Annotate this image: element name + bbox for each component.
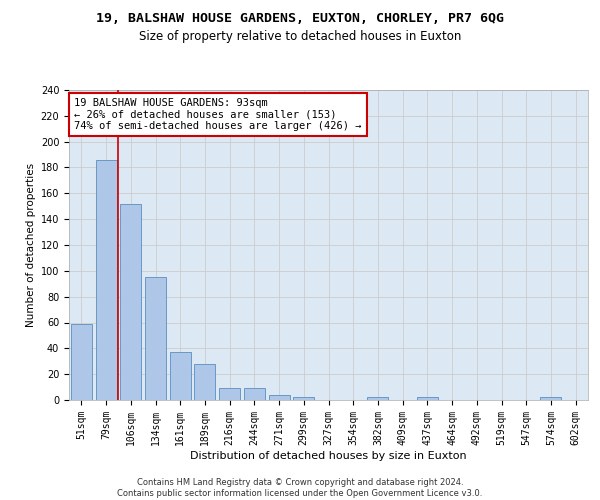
Bar: [417, 398, 438, 400]
Bar: [120, 204, 141, 400]
Bar: [194, 364, 215, 400]
Bar: [244, 388, 265, 400]
Bar: [293, 398, 314, 400]
Bar: [367, 398, 388, 400]
Text: Size of property relative to detached houses in Euxton: Size of property relative to detached ho…: [139, 30, 461, 43]
Text: 19 BALSHAW HOUSE GARDENS: 93sqm
← 26% of detached houses are smaller (153)
74% o: 19 BALSHAW HOUSE GARDENS: 93sqm ← 26% of…: [74, 98, 362, 131]
Text: Contains HM Land Registry data © Crown copyright and database right 2024.
Contai: Contains HM Land Registry data © Crown c…: [118, 478, 482, 498]
Bar: [541, 398, 562, 400]
Bar: [170, 352, 191, 400]
Text: 19, BALSHAW HOUSE GARDENS, EUXTON, CHORLEY, PR7 6QG: 19, BALSHAW HOUSE GARDENS, EUXTON, CHORL…: [96, 12, 504, 26]
Bar: [145, 278, 166, 400]
Bar: [219, 388, 240, 400]
Bar: [95, 160, 116, 400]
Y-axis label: Number of detached properties: Number of detached properties: [26, 163, 37, 327]
Bar: [71, 324, 92, 400]
X-axis label: Distribution of detached houses by size in Euxton: Distribution of detached houses by size …: [190, 450, 467, 460]
Bar: [269, 395, 290, 400]
